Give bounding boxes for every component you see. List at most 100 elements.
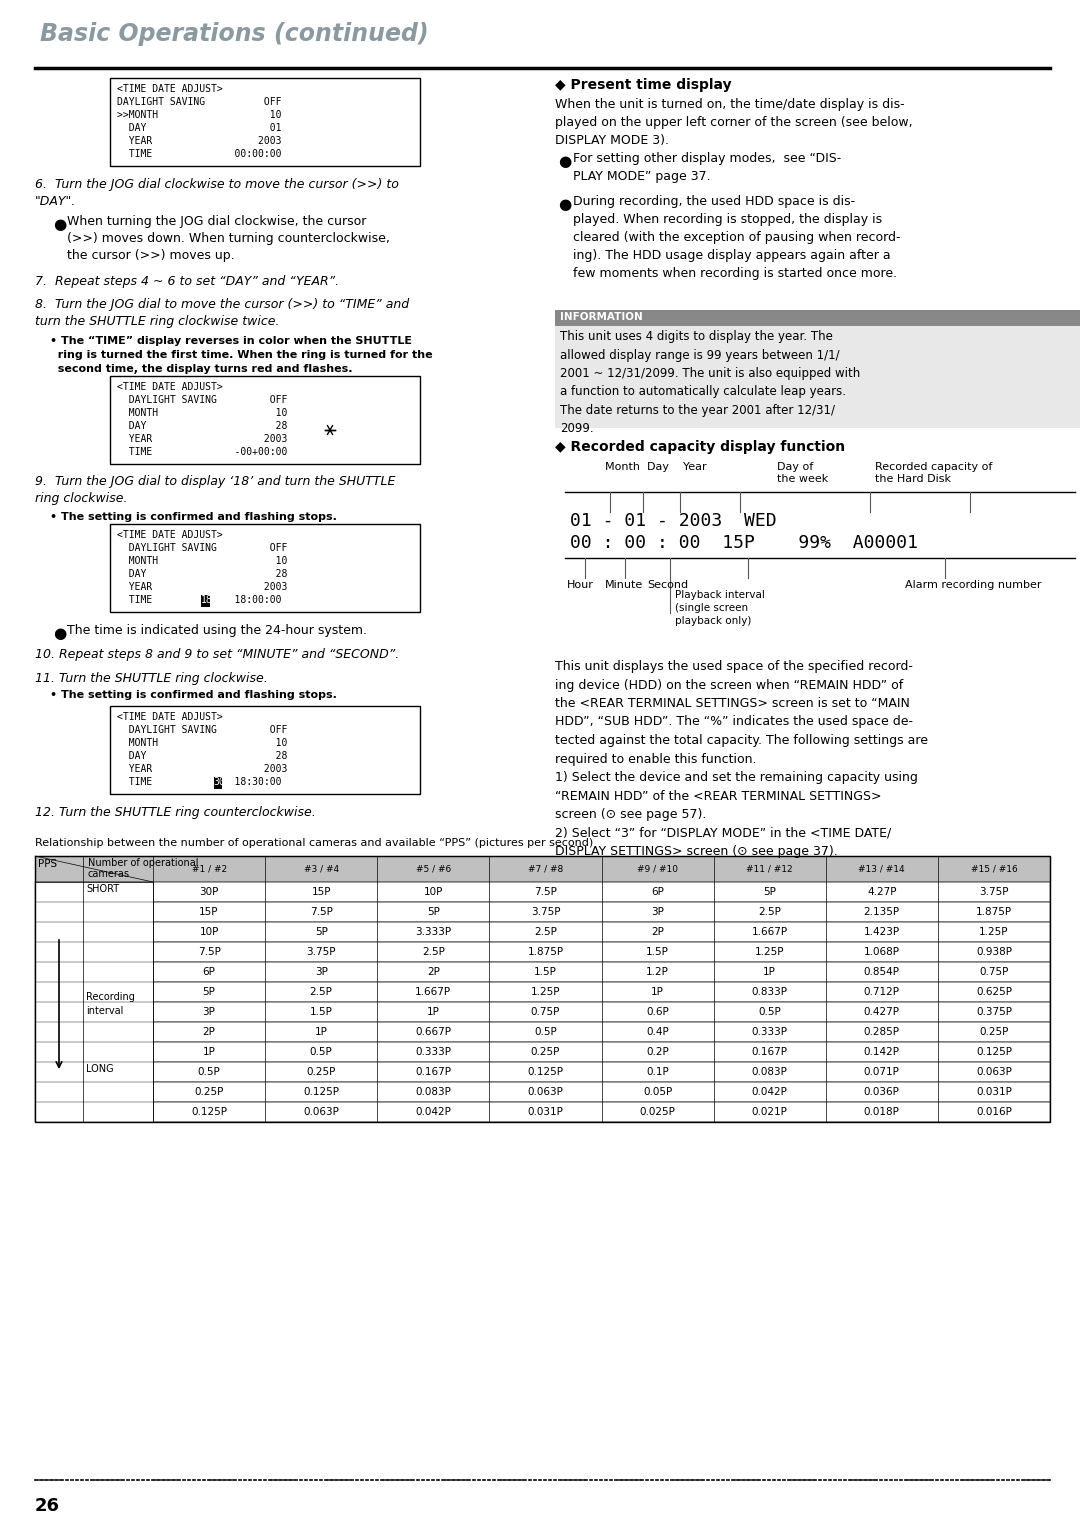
Text: 3P: 3P — [314, 967, 327, 976]
Text: #1 / #2: #1 / #2 — [191, 863, 227, 872]
Text: 01 - 01 - 2003  WED: 01 - 01 - 2003 WED — [570, 512, 777, 530]
Text: 1.5P: 1.5P — [646, 947, 669, 957]
Text: 0.083P: 0.083P — [416, 1086, 451, 1097]
Text: 0.375P: 0.375P — [976, 1007, 1012, 1018]
Text: Playback interval
(single screen
playback only): Playback interval (single screen playbac… — [675, 590, 765, 626]
Text: 2.5P: 2.5P — [534, 927, 557, 937]
Text: TIME              -00+00:00: TIME -00+00:00 — [117, 448, 287, 457]
Bar — [35, 882, 1050, 902]
Text: 0.75P: 0.75P — [980, 967, 1009, 976]
Text: 0.016P: 0.016P — [976, 1106, 1012, 1117]
Text: the week: the week — [777, 474, 828, 484]
Text: 0.4P: 0.4P — [646, 1027, 669, 1038]
Text: 10. Repeat steps 8 and 9 to set “MINUTE” and “SECOND”.: 10. Repeat steps 8 and 9 to set “MINUTE”… — [35, 648, 400, 662]
Text: #13 / #14: #13 / #14 — [859, 863, 905, 872]
Bar — [35, 902, 1050, 921]
Text: 5P: 5P — [203, 987, 216, 996]
Text: 0.333P: 0.333P — [416, 1047, 451, 1057]
Text: 0.167P: 0.167P — [752, 1047, 787, 1057]
Text: 0.712P: 0.712P — [864, 987, 900, 996]
Text: 7.  Repeat steps 4 ~ 6 to set “DAY” and “YEAR”.: 7. Repeat steps 4 ~ 6 to set “DAY” and “… — [35, 275, 339, 287]
Text: SHORT: SHORT — [86, 885, 119, 894]
Text: 12. Turn the SHUTTLE ring counterclockwise.: 12. Turn the SHUTTLE ring counterclockwi… — [35, 805, 315, 819]
Text: 0.063P: 0.063P — [303, 1106, 339, 1117]
Bar — [35, 1082, 1050, 1102]
Text: ●: ● — [558, 154, 571, 170]
Text: 1.25P: 1.25P — [980, 927, 1009, 937]
Bar — [35, 1102, 1050, 1122]
Text: 5P: 5P — [314, 927, 327, 937]
Text: 0.031P: 0.031P — [976, 1086, 1012, 1097]
Text: #15 / #16: #15 / #16 — [971, 863, 1017, 872]
Text: 3.75P: 3.75P — [307, 947, 336, 957]
Text: MONTH                    10: MONTH 10 — [117, 738, 287, 749]
Text: 1.667P: 1.667P — [752, 927, 787, 937]
Text: <TIME DATE ADJUST>: <TIME DATE ADJUST> — [117, 84, 222, 95]
Text: #11 / #12: #11 / #12 — [746, 863, 793, 872]
Text: 7.5P: 7.5P — [310, 908, 333, 917]
Bar — [35, 1042, 1050, 1062]
Text: 1P: 1P — [764, 967, 777, 976]
Text: 3P: 3P — [651, 908, 664, 917]
Text: 0.042P: 0.042P — [416, 1106, 451, 1117]
Text: 00 : 00 : 00  15P    99%  A00001: 00 : 00 : 00 15P 99% A00001 — [570, 533, 918, 552]
Text: During recording, the used HDD space is dis-
played. When recording is stopped, : During recording, the used HDD space is … — [573, 196, 901, 280]
Text: 0.125P: 0.125P — [527, 1067, 564, 1077]
Text: 0.667P: 0.667P — [416, 1027, 451, 1038]
Text: 10P: 10P — [200, 927, 219, 937]
Text: 18: 18 — [201, 594, 213, 605]
Text: #3 / #4: #3 / #4 — [303, 863, 339, 872]
Text: Hour: Hour — [567, 581, 594, 590]
Text: 0.6P: 0.6P — [646, 1007, 669, 1018]
Text: This unit uses 4 digits to display the year. The
allowed display range is 99 yea: This unit uses 4 digits to display the y… — [561, 330, 861, 435]
Text: Relationship between the number of operational cameras and available “PPS” (pict: Relationship between the number of opera… — [35, 837, 593, 848]
Text: This unit displays the used space of the specified record-
ing device (HDD) on t: This unit displays the used space of the… — [555, 660, 928, 859]
Text: 1.25P: 1.25P — [530, 987, 561, 996]
Text: 0.25P: 0.25P — [307, 1067, 336, 1077]
Text: 1.875P: 1.875P — [527, 947, 564, 957]
Text: 30P: 30P — [200, 886, 219, 897]
Bar — [35, 856, 1050, 882]
Text: 0.285P: 0.285P — [864, 1027, 900, 1038]
Bar — [555, 325, 1080, 428]
Text: #7 / #8: #7 / #8 — [528, 863, 563, 872]
Text: Number of operational: Number of operational — [87, 859, 199, 868]
Text: 0.427P: 0.427P — [864, 1007, 900, 1018]
Text: ◆ Recorded capacity display function: ◆ Recorded capacity display function — [555, 440, 846, 454]
Text: 0.5P: 0.5P — [198, 1067, 220, 1077]
Text: TIME              18:00:00: TIME 18:00:00 — [117, 594, 282, 605]
Text: <TIME DATE ADJUST>: <TIME DATE ADJUST> — [117, 530, 222, 539]
Text: DAYLIGHT SAVING         OFF: DAYLIGHT SAVING OFF — [117, 724, 287, 735]
Bar — [555, 310, 1080, 325]
Text: 6P: 6P — [203, 967, 216, 976]
Bar — [35, 1022, 1050, 1042]
Text: 2.5P: 2.5P — [310, 987, 333, 996]
Text: 15P: 15P — [311, 886, 330, 897]
Text: 9.  Turn the JOG dial to display ‘18’ and turn the SHUTTLE
ring clockwise.: 9. Turn the JOG dial to display ‘18’ and… — [35, 475, 395, 504]
Text: 0.2P: 0.2P — [646, 1047, 669, 1057]
Text: 1P: 1P — [651, 987, 664, 996]
Text: 15P: 15P — [200, 908, 219, 917]
Text: DAY                      28: DAY 28 — [117, 422, 287, 431]
Text: • The “TIME” display reverses in color when the SHUTTLE
  ring is turned the fir: • The “TIME” display reverses in color w… — [50, 336, 433, 374]
Text: 2P: 2P — [203, 1027, 216, 1038]
Text: 30: 30 — [214, 778, 226, 787]
Text: <TIME DATE ADJUST>: <TIME DATE ADJUST> — [117, 382, 222, 393]
Text: 7.5P: 7.5P — [534, 886, 557, 897]
Text: 0.625P: 0.625P — [976, 987, 1012, 996]
Text: 1.5P: 1.5P — [534, 967, 557, 976]
Text: ●: ● — [53, 217, 66, 232]
Text: 2.135P: 2.135P — [864, 908, 900, 917]
Text: Month  Day    Year: Month Day Year — [605, 461, 706, 472]
Text: MONTH                    10: MONTH 10 — [117, 556, 287, 565]
Text: 5P: 5P — [427, 908, 440, 917]
Text: 0.05P: 0.05P — [643, 1086, 672, 1097]
Text: 2.5P: 2.5P — [758, 908, 781, 917]
Text: 3P: 3P — [203, 1007, 216, 1018]
Text: 0.125P: 0.125P — [976, 1047, 1012, 1057]
Text: ●: ● — [53, 626, 66, 642]
Text: 1P: 1P — [203, 1047, 216, 1057]
Text: 1.423P: 1.423P — [864, 927, 900, 937]
Text: 4.27P: 4.27P — [867, 886, 896, 897]
Bar — [35, 882, 153, 1122]
